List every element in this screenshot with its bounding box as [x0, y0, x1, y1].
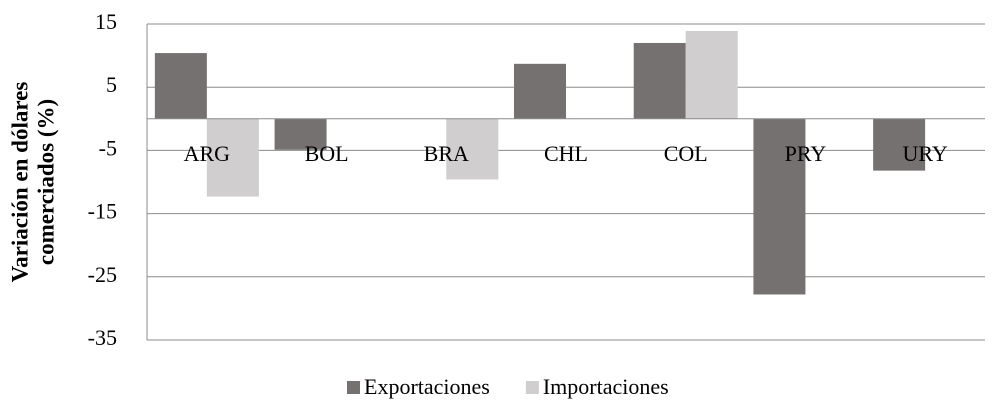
- x-tick-label: ARG: [184, 141, 231, 166]
- legend-label: Exportaciones: [364, 374, 490, 399]
- x-tick-label: CHL: [544, 141, 588, 166]
- x-tick-label: URY: [903, 141, 948, 166]
- bar: [446, 118, 499, 180]
- x-tick-label: COL: [664, 141, 708, 166]
- legend-swatch: [525, 381, 539, 394]
- bar: [633, 42, 686, 119]
- bar: [753, 118, 806, 295]
- y-tick-label: -35: [88, 325, 117, 350]
- y-tick-label: -15: [88, 199, 117, 224]
- y-tick-label: 5: [106, 72, 117, 97]
- bar: [514, 63, 566, 119]
- bar: [685, 30, 738, 119]
- bar: [873, 118, 926, 171]
- legend-label: Importaciones: [543, 374, 669, 399]
- y-axis-title-line: Variación en dólares: [7, 82, 32, 283]
- y-tick-label: 15: [95, 9, 117, 34]
- y-tick-label: -5: [99, 135, 117, 160]
- x-tick-label: BOL: [305, 141, 349, 166]
- x-tick-label: PRY: [785, 141, 827, 166]
- y-axis-title: Variación en dólares comerciados (%): [7, 82, 58, 283]
- y-tick-label: -25: [88, 262, 117, 287]
- bar: [274, 118, 327, 150]
- bar: [154, 53, 207, 119]
- y-axis-title-line: comerciados (%): [33, 99, 58, 265]
- legend-swatch: [347, 381, 360, 394]
- bar: [206, 118, 259, 197]
- x-tick-label: BRA: [424, 141, 469, 166]
